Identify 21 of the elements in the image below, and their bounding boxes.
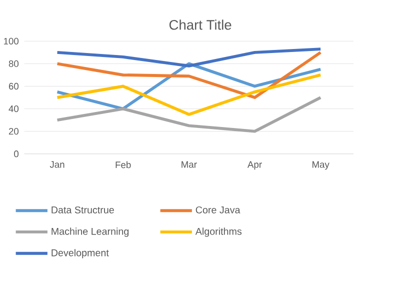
x-tick-label: May: [312, 161, 330, 170]
legend-label: Data Structrue: [52, 206, 114, 214]
line-series: [56, 73, 322, 116]
line-series: [56, 50, 322, 99]
y-tick-label: 60: [8, 82, 19, 90]
y-tick-label: 40: [8, 105, 19, 112]
legend-label: Core Java: [196, 206, 240, 214]
x-tick-label: Jan: [50, 161, 64, 168]
line-series: [56, 47, 322, 68]
legend-label: Algorithms: [195, 227, 242, 237]
y-tick-label: 20: [8, 128, 19, 134]
y-tick-label: 100: [4, 38, 19, 44]
line-series: [56, 96, 322, 133]
legend-label: Machine Learning: [52, 227, 129, 237]
x-tick-label: Feb: [116, 161, 131, 168]
x-tick-label: Apr: [247, 161, 262, 170]
chart-title: Chart Title: [169, 19, 232, 30]
x-tick-label: Mar: [182, 161, 197, 168]
y-tick-label: 0: [14, 150, 19, 157]
y-tick-label: 80: [8, 60, 19, 67]
legend-label: Development: [52, 248, 109, 258]
